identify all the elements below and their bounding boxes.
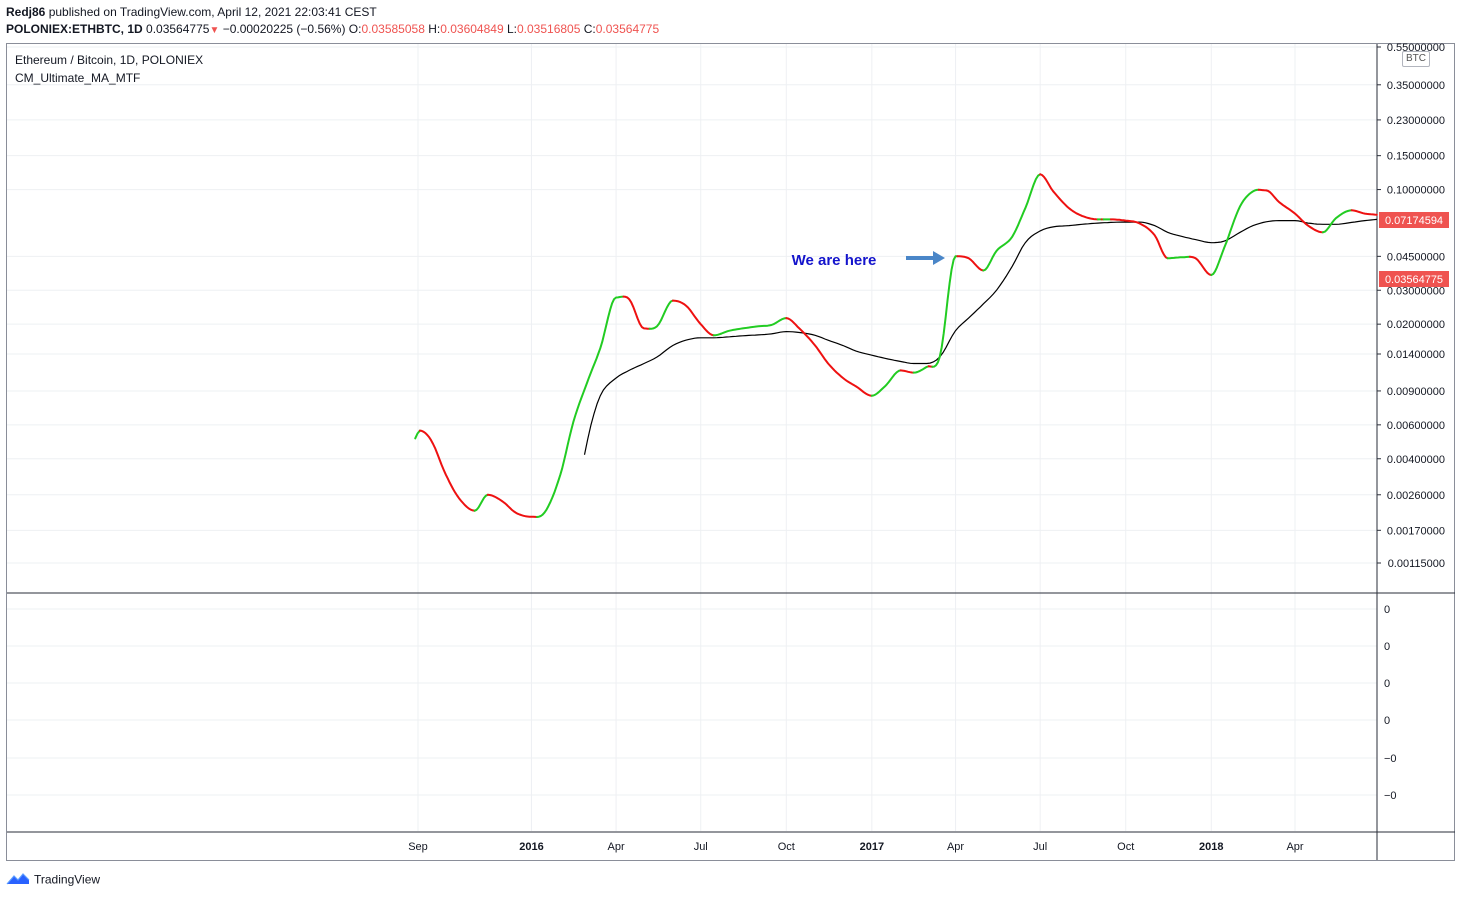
indicator-tick-label: −0 <box>1384 790 1397 802</box>
price-tick-label: 0.00170000 <box>1387 525 1445 537</box>
brand-name: TradingView <box>34 872 101 887</box>
indicator-tick-label: 0 <box>1384 678 1390 690</box>
published-text: published on TradingView.com, April 12, … <box>48 5 377 19</box>
annotation-text[interactable]: We are here <box>792 252 877 269</box>
time-axis-ticks: Sep 2016 Apr Jul Oct 2017 Apr Jul Oct 2018 Apr <box>408 841 1304 853</box>
open-value: 0.03585058 <box>361 22 425 36</box>
time-tick-label: Apr <box>947 841 964 853</box>
close-label: C: <box>583 22 596 36</box>
ma-badge-bg <box>1379 212 1449 228</box>
open-label: O: <box>348 22 362 36</box>
falling-segment <box>1257 188 1324 234</box>
price-tick-label: 0.10000000 <box>1387 185 1445 197</box>
falling-segment <box>899 369 915 374</box>
down-triangle-icon: ▼ <box>209 25 220 36</box>
annotation-arrow-icon[interactable] <box>906 251 945 265</box>
time-tick-label: Sep <box>408 841 428 853</box>
publisher-name[interactable]: Redj86 <box>6 5 46 19</box>
indicator-tick-label: −0 <box>1384 753 1397 765</box>
price-tick-label: 0.00400000 <box>1387 454 1445 466</box>
indicator-tick-label: 0 <box>1384 641 1390 653</box>
falling-segment <box>1188 255 1213 276</box>
rising-segment <box>982 173 1042 272</box>
low-label: L: <box>506 22 517 36</box>
price-tick-label: 0.00260000 <box>1387 490 1445 502</box>
price-tick-label: 0.01400000 <box>1387 349 1445 361</box>
price-tick-label: 0.35000000 <box>1387 80 1445 92</box>
rising-segment <box>648 299 674 330</box>
rising-segment <box>1321 209 1353 234</box>
time-tick-label: Jul <box>1033 841 1047 853</box>
price-axis-ticks: 0.55000000 0.35000000 0.23000000 0.15000000… <box>1377 42 1445 570</box>
rising-segment <box>912 365 930 374</box>
falling-segment <box>486 493 538 518</box>
time-tick-label: Apr <box>1286 841 1303 853</box>
falling-segment <box>418 429 476 512</box>
falling-segment <box>1350 209 1378 216</box>
ma-line-path <box>583 218 1377 455</box>
ma-line <box>583 218 1377 455</box>
low-value: 0.03516805 <box>516 22 581 36</box>
ma-value-badge: 0.07174594 <box>1379 212 1449 228</box>
time-tick-label: Apr <box>608 841 625 853</box>
price-badge-bg <box>1379 271 1449 287</box>
series-legend[interactable]: Ethereum / Bitcoin, 1D, POLONIEX <box>15 53 204 67</box>
indicator-legend[interactable]: CM_Ultimate_MA_MTF <box>15 71 141 85</box>
falling-segment <box>1039 173 1099 221</box>
rising-segment <box>712 317 788 337</box>
time-tick-label: Jul <box>694 841 708 853</box>
price-tick-label: 0.04500000 <box>1387 251 1445 263</box>
ohlc-header: POLONIEX:ETHBTC, 1D 0.03564775▼ −0.00020… <box>6 22 659 36</box>
price-tick-label: 0.02000000 <box>1387 319 1445 331</box>
falling-segment <box>622 295 651 330</box>
falling-segment <box>671 299 715 337</box>
currency-unit-badge[interactable]: BTC <box>1402 51 1430 67</box>
price-tick-label: 0.15000000 <box>1387 151 1445 163</box>
falling-segment <box>785 317 873 397</box>
time-tick-label: 2018 <box>1199 841 1223 853</box>
footer-brand[interactable]: TradingView <box>6 871 100 888</box>
rising-segment <box>931 255 959 368</box>
tradingview-logo-icon <box>6 871 30 888</box>
price-badge-text: 0.03564775 <box>1385 274 1443 286</box>
last-price: 0.03564775 <box>146 22 210 36</box>
rising-segment <box>1166 255 1191 260</box>
rising-segment <box>473 493 489 512</box>
high-label: H: <box>428 22 441 36</box>
ma-badge-text: 0.07174594 <box>1385 215 1443 227</box>
time-tick-label: 2017 <box>860 841 884 853</box>
price-change: −0.00020225 (−0.56%) <box>222 22 346 36</box>
high-value: 0.03604849 <box>440 22 504 36</box>
price-tick-label: 0.00600000 <box>1387 420 1445 432</box>
price-ma-line <box>414 173 1378 518</box>
rising-segment <box>870 369 902 397</box>
time-tick-label: Oct <box>1117 841 1134 853</box>
price-value-badge: 0.03564775 <box>1379 271 1449 287</box>
falling-segment <box>956 255 985 272</box>
price-tick-label: 0.00900000 <box>1387 386 1445 398</box>
grid-lines <box>7 44 1377 831</box>
price-tick-label: 0.03000000 <box>1387 285 1445 297</box>
falling-segment <box>1109 218 1169 260</box>
indicator-tick-label: 0 <box>1384 715 1390 727</box>
symbol-label: POLONIEX:ETHBTC, 1D <box>6 22 143 36</box>
rising-segment <box>1210 188 1260 276</box>
close-value: 0.03564775 <box>595 22 660 36</box>
time-tick-label: 2016 <box>519 841 543 853</box>
rising-segment <box>536 295 625 518</box>
rising-segment <box>414 429 421 440</box>
chart-frame <box>6 43 1455 861</box>
indicator-tick-label: 0 <box>1384 604 1390 616</box>
price-tick-label: 0.55000000 <box>1387 42 1445 54</box>
time-tick-label: Oct <box>778 841 795 853</box>
price-tick-label: 0.00115000 <box>1388 558 1445 570</box>
indicator-axis-ticks: 0 0 0 0 −0 −0 <box>1384 604 1397 802</box>
price-tick-label: 0.23000000 <box>1387 115 1445 127</box>
publish-info: Redj86 published on TradingView.com, Apr… <box>6 5 377 19</box>
